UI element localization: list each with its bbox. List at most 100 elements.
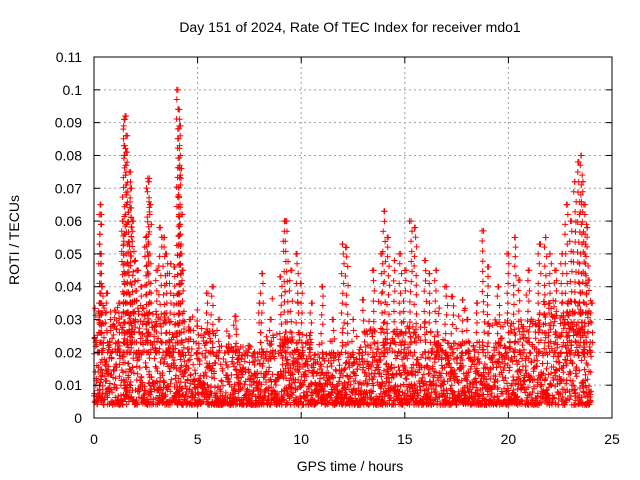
roti-peak-point [153,267,160,274]
y-tick-labels: 0 0.01 0.02 0.03 0.04 0.05 0.06 0.07 0.08 0.09 0.1… [55,49,82,426]
roti-point [423,386,430,393]
roti-point [152,363,159,370]
roti-point [536,260,543,267]
roti-point [287,365,294,372]
roti-point [187,352,194,359]
roti-peak-point [459,296,466,303]
roti-point [519,331,526,338]
roti-point [307,336,314,343]
roti-peak-point [277,273,284,280]
roti-point [516,297,523,304]
roti-point [535,250,542,257]
roti-point [254,369,261,376]
roti-point [432,318,439,325]
roti-point [218,378,225,385]
roti-point [299,309,306,316]
roti-point [199,350,206,357]
roti-point [154,339,161,346]
roti-point [304,358,311,365]
roti-point [121,142,128,149]
roti-point [324,363,331,370]
roti-point [146,198,153,205]
roti-point [251,361,258,368]
roti-point [120,122,127,129]
roti-point [148,290,155,297]
roti-point [257,339,264,346]
roti-point [254,382,261,389]
roti-point [572,208,579,215]
roti-peak-point [553,267,560,274]
roti-point [431,359,438,366]
roti-point [497,335,504,342]
roti-point [360,317,367,324]
roti-point [435,310,442,317]
roti-peak-point [505,250,512,257]
roti-point [470,357,477,364]
roti-point [254,357,261,364]
roti-point [541,263,548,270]
roti-point [124,300,131,307]
roti-point [512,346,519,353]
roti-point [413,310,420,317]
roti-point [120,353,127,360]
roti-point [521,374,528,381]
roti-point [303,373,310,380]
roti-point [180,344,187,351]
roti-point [500,323,507,330]
roti-point [476,344,483,351]
roti-point [391,318,398,325]
roti-point [583,243,590,250]
roti-point [371,340,378,347]
roti-point [424,390,431,397]
roti-point [141,348,148,355]
roti-point [177,260,184,267]
roti-point [289,370,296,377]
roti-point [314,358,321,365]
roti-point [352,372,359,379]
roti-point [499,335,506,342]
roti-point [506,364,513,371]
roti-point [463,327,470,334]
roti-point [449,346,456,353]
roti-point [166,319,173,326]
roti-point [564,211,571,218]
roti-point [366,371,373,378]
roti-peak-point [144,175,151,182]
roti-point [491,394,498,401]
roti-point [343,253,350,260]
roti-point [405,344,412,351]
roti-point [436,305,443,312]
roti-point [330,327,337,334]
roti-point [541,244,548,251]
roti-point [182,369,189,376]
roti-point [464,377,471,384]
roti-point [496,339,503,346]
roti-point [343,372,350,379]
roti-point [220,356,227,363]
roti-point [249,391,256,398]
roti-point [203,347,210,354]
roti-point [487,385,494,392]
roti-peak-point [97,201,104,208]
roti-point [248,382,255,389]
roti-point [429,363,436,370]
roti-point [252,354,259,361]
roti-point [484,364,491,371]
roti-point [114,304,121,311]
roti-point [171,311,178,318]
roti-point [359,307,366,314]
y-tick-label: 0.06 [55,213,82,229]
roti-peak-point [115,300,122,307]
roti-point [471,348,478,355]
roti-point [471,354,478,361]
y-tick-label: 0.1 [63,82,83,98]
roti-point [404,355,411,362]
roti-point [344,263,351,270]
roti-point [316,380,323,387]
roti-peak-point [329,316,336,323]
roti-peak-point [294,250,301,257]
roti-peak-point [174,86,181,93]
roti-point [289,391,296,398]
roti-point [430,378,437,385]
roti-point [568,228,575,235]
